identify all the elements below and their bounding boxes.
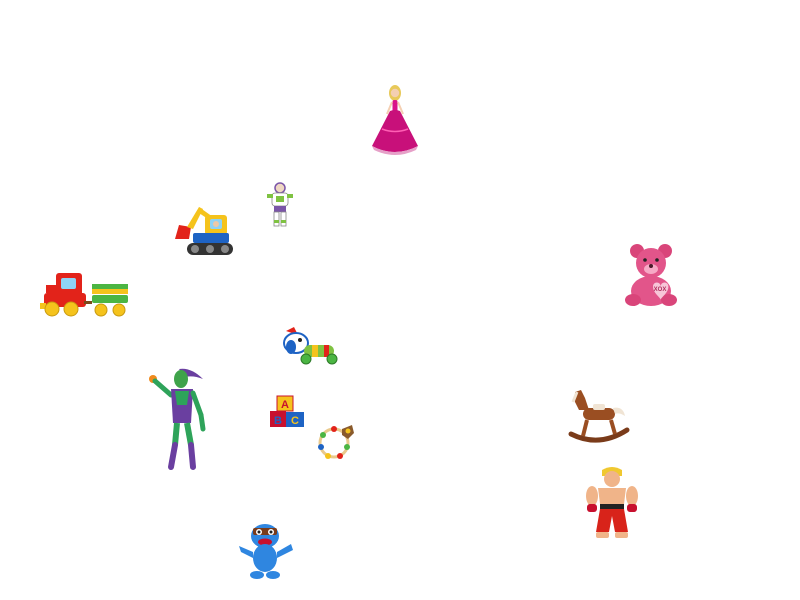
block-letter-c: C: [291, 415, 299, 427]
toy-blue-monster: [237, 522, 295, 580]
block-letter-b: B: [274, 415, 282, 427]
toy-doll-pink-gown: [368, 84, 422, 156]
toy-rocking-horse: [567, 388, 631, 444]
toy-fighter-figure: [584, 466, 640, 540]
toy-pull-along-dog: [282, 325, 342, 365]
toy-green-goblin-figure: [145, 365, 211, 471]
block-letter-a: A: [281, 399, 289, 411]
toy-pink-teddy-bear: XOX: [625, 243, 681, 307]
toy-space-ranger: [266, 182, 294, 228]
toy-excavator: [173, 203, 235, 257]
teddy-heart-text: XOX: [654, 287, 667, 293]
toy-train: [40, 271, 130, 319]
toy-bead-rattle: [316, 421, 356, 467]
toy-alphabet-blocks: A B C: [269, 395, 307, 429]
